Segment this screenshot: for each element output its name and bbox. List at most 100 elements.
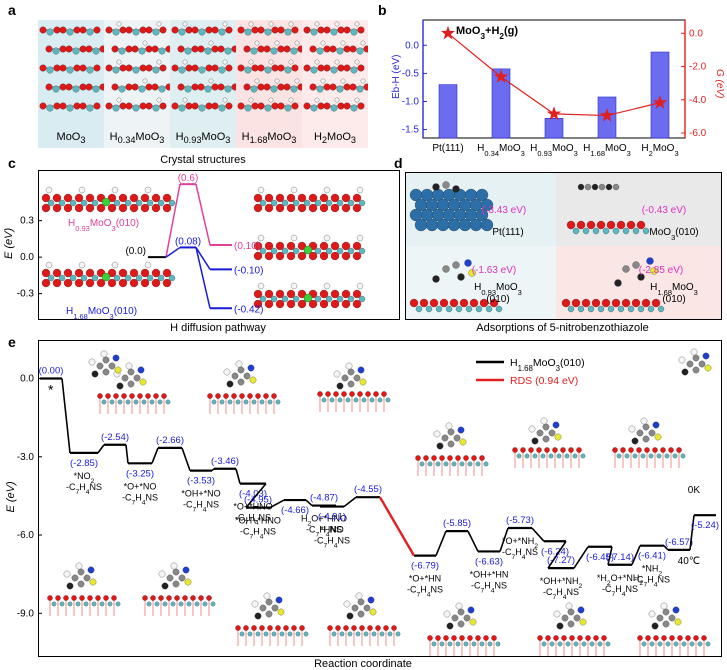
oxygen-atom	[63, 193, 73, 203]
oxygen-atom	[264, 241, 274, 251]
pt-atom	[458, 218, 472, 232]
mo-atom	[86, 104, 94, 112]
energy-label: (-4.55)	[354, 484, 382, 495]
mo-atom	[178, 66, 186, 74]
oxygen-atom	[271, 393, 277, 399]
mo-atom	[580, 453, 586, 459]
oxygen-atom	[644, 447, 650, 453]
oxygen-atom	[357, 26, 365, 34]
hydrogen-atom	[340, 78, 346, 84]
oxygen-atom	[349, 391, 355, 397]
mo-atom	[146, 274, 154, 282]
species-label-fragment: -C7H4NS	[183, 500, 219, 514]
oxygen-atom	[616, 220, 626, 230]
mo-atom	[483, 461, 489, 467]
hydrogen-atom	[268, 59, 274, 65]
level-connector	[343, 496, 357, 508]
y-tick-label: 0.0	[20, 252, 34, 263]
molecule-atom	[442, 181, 450, 189]
oxygen-atom	[455, 455, 461, 461]
oxygen-atom	[253, 241, 263, 251]
molecule-atom	[223, 368, 231, 376]
species-label-fragment: -C7H4NS	[306, 525, 342, 539]
y-tick-label: -6.0	[17, 530, 35, 541]
hydrogen-atom	[45, 186, 53, 194]
molecule-atom	[662, 620, 670, 628]
mo-atom	[347, 631, 353, 637]
oxygen-atom	[323, 64, 331, 72]
mo-atom	[270, 247, 278, 255]
mo-atom	[263, 631, 269, 637]
oxygen-atom	[343, 26, 351, 34]
mo-atom	[459, 461, 465, 467]
oxygen-atom	[52, 268, 62, 278]
molecule-atom	[226, 380, 234, 388]
molecule-atom	[452, 261, 460, 269]
panel-a-frame: MoO3 H0.34MoO3 H0.93MoO3 H1.68MoO3 H2MoO3	[38, 20, 371, 148]
level-connector	[211, 468, 215, 472]
molecule-atom	[237, 366, 245, 374]
hydrogen-atom	[257, 186, 265, 194]
oxygen-atom	[125, 102, 133, 110]
mo-atom	[557, 641, 563, 647]
oxygen-atom	[341, 193, 351, 203]
oxygen-atom	[139, 26, 147, 34]
level-connector	[663, 545, 669, 551]
oxygen-atom	[103, 595, 109, 601]
panel-d-frame: (-3.43 eV) Pt(111) (-0.43 eV) MoO3(010) (-1.…	[405, 172, 722, 320]
molecule-atom	[347, 368, 355, 376]
oxygen-atom	[171, 26, 179, 34]
oxygen-atom	[79, 83, 87, 91]
mo-atom	[648, 453, 654, 459]
adsorption-energy: (-0.43 eV)	[642, 205, 686, 216]
mo-atom	[250, 85, 258, 93]
surface-label: MoO3(010)	[649, 227, 698, 242]
oxygen-atom	[243, 625, 249, 631]
molecule-atom	[178, 574, 186, 582]
molecule-atom	[77, 568, 85, 576]
mo-atom	[556, 453, 562, 459]
mo-atom	[92, 47, 100, 55]
molecule-atom	[452, 185, 460, 193]
legend-label: RDS (0.94 eV)	[510, 375, 578, 387]
oxygen-atom	[125, 45, 133, 53]
mo-atom	[597, 641, 603, 647]
oxygen-atom	[337, 102, 345, 110]
oxygen-atom	[182, 595, 188, 601]
crystal-label: H0.93MoO3	[175, 130, 231, 145]
adsorbate	[553, 602, 587, 630]
mo-atom	[572, 453, 578, 459]
mo-atom	[612, 227, 620, 235]
level-connector	[689, 515, 695, 550]
molecule-atom	[681, 368, 689, 376]
adsorbate	[443, 602, 477, 630]
oxygen-atom	[79, 45, 87, 53]
surface-slab	[97, 393, 171, 414]
species-label-fragment: -C7H4NS	[240, 527, 276, 541]
mo-atom	[681, 641, 687, 647]
oxygen-atom	[257, 45, 265, 53]
panel-e-label: e	[8, 334, 16, 350]
level-connector	[305, 499, 313, 507]
mo-atom	[622, 227, 630, 235]
mo-atom	[347, 295, 355, 303]
mo-atom	[642, 227, 650, 235]
surface-slab	[235, 625, 309, 646]
oxygen-atom	[337, 26, 345, 34]
oxygen-atom	[693, 635, 699, 641]
energy-label: (-6.63)	[475, 556, 503, 567]
oxygen-atom	[317, 102, 325, 110]
oxygen-atom	[317, 391, 323, 397]
molecule-atom	[652, 421, 660, 429]
oxygen-atom	[308, 193, 318, 203]
mo-atom	[218, 104, 226, 112]
mo-atom	[58, 199, 66, 207]
molecule-atom	[536, 429, 544, 437]
oxygen-atom	[206, 595, 212, 601]
mo-atom	[314, 247, 322, 255]
mo-atom	[152, 28, 160, 36]
crystal-label: H1.68MoO3	[241, 130, 297, 145]
crystal-label: H0.34MoO3	[109, 130, 165, 145]
pt-atom	[469, 218, 483, 232]
oxygen-atom	[636, 447, 642, 453]
